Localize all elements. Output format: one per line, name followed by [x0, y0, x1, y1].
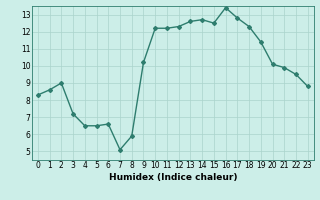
X-axis label: Humidex (Indice chaleur): Humidex (Indice chaleur): [108, 173, 237, 182]
